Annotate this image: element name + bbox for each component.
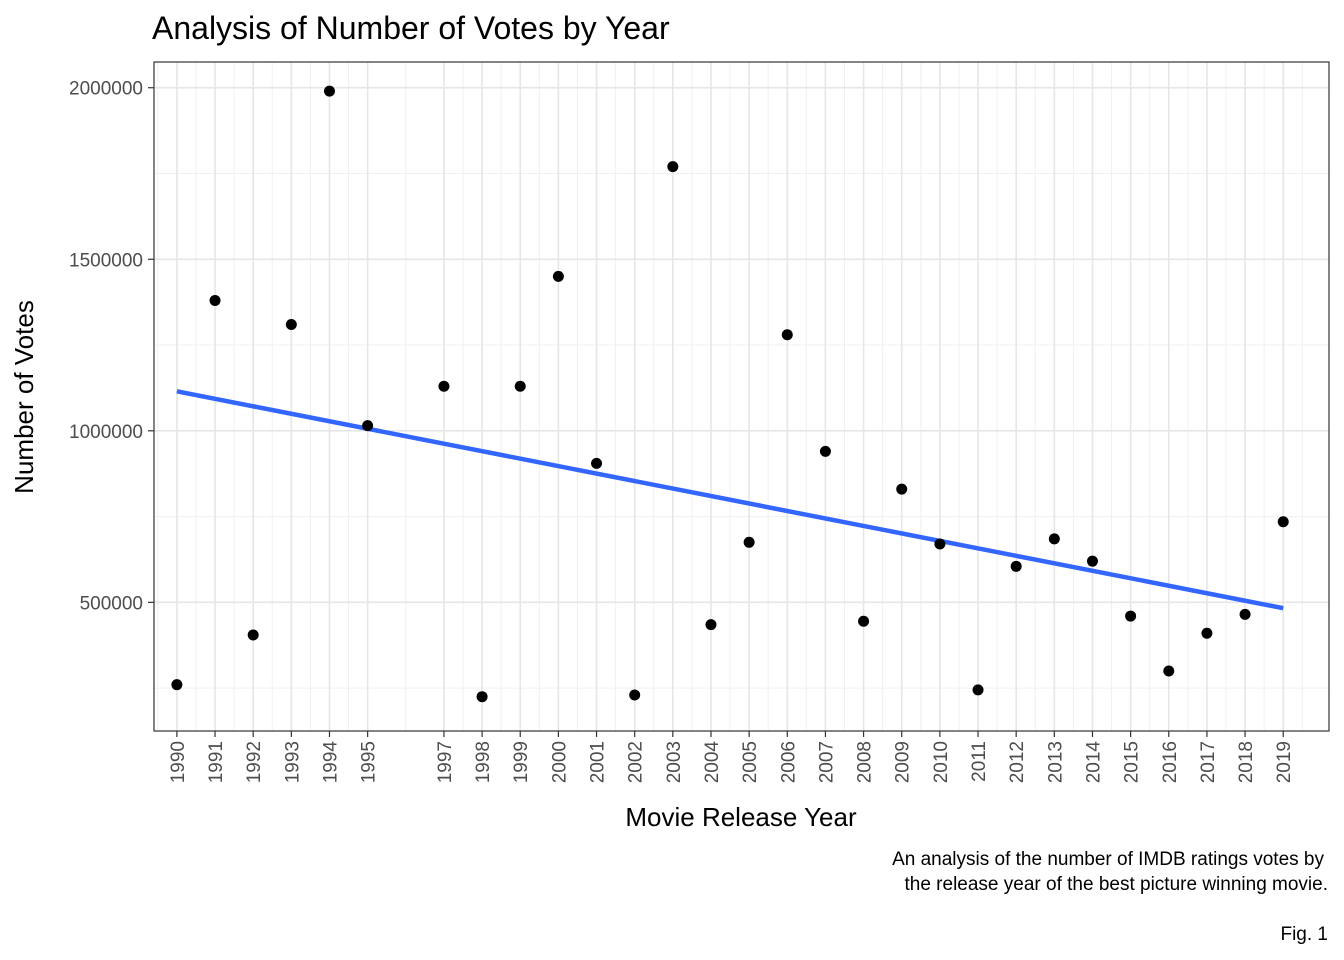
x-tick-label: 2013: [1045, 741, 1066, 783]
x-axis-title: Movie Release Year: [625, 802, 857, 832]
data-point: [1125, 610, 1137, 622]
x-tick-label: 1997: [435, 741, 456, 783]
x-tick-label: 2011: [969, 741, 990, 782]
x-tick-label: 1991: [206, 741, 227, 783]
y-axis: 500000 1000000 1500000 2000000: [69, 79, 154, 614]
x-tick-label: 2012: [1007, 741, 1028, 783]
data-point: [362, 420, 374, 432]
x-axis: 1990 1991 1992 1993 1994 1995 1997 1998 1999 2000…: [168, 731, 1295, 783]
x-tick-label: 1992: [244, 741, 265, 783]
data-point: [743, 536, 755, 548]
x-tick-label: 2002: [626, 741, 647, 783]
data-point: [934, 538, 946, 550]
data-point: [1010, 560, 1022, 572]
data-point: [476, 691, 488, 703]
x-tick-label: 1994: [320, 741, 341, 784]
x-tick-label: 2019: [1274, 741, 1295, 783]
x-tick-label: 2014: [1083, 741, 1104, 784]
x-tick-label: 2017: [1198, 741, 1219, 783]
y-tick-label: 2000000: [69, 79, 143, 100]
chart-title: Analysis of Number of Votes by Year: [152, 10, 670, 46]
x-tick-label: 2007: [816, 741, 837, 783]
figure-label: Fig. 1: [1280, 924, 1328, 945]
data-point: [514, 380, 526, 392]
data-point: [1048, 533, 1060, 545]
trend-line: [176, 389, 1284, 611]
x-tick-label: 1990: [168, 741, 189, 783]
data-point: [1086, 555, 1098, 567]
data-point: [781, 329, 793, 341]
data-point: [285, 318, 297, 330]
points-layer: [171, 85, 1289, 703]
x-tick-label: 2018: [1236, 741, 1257, 783]
x-tick-label: 2009: [893, 741, 914, 783]
x-tick-label: 1999: [511, 741, 532, 783]
x-tick-label: 1993: [282, 741, 303, 783]
data-point: [552, 270, 564, 282]
data-point: [972, 684, 984, 696]
data-point: [171, 679, 183, 691]
x-tick-label: 2016: [1160, 741, 1181, 783]
data-point: [819, 445, 831, 457]
y-axis-title: Number of Votes: [9, 300, 39, 494]
data-point: [1201, 627, 1213, 639]
x-tick-label: 2004: [702, 741, 723, 784]
data-point: [438, 380, 450, 392]
data-point: [247, 629, 259, 641]
data-point: [896, 483, 908, 495]
caption-line-2: the release year of the best picture win…: [904, 874, 1328, 895]
data-point: [1163, 665, 1175, 677]
x-tick-label: 1995: [359, 741, 380, 783]
x-tick-label: 2003: [664, 741, 685, 783]
caption-line-1: An analysis of the number of IMDB rating…: [892, 849, 1324, 870]
x-tick-label: 1998: [473, 741, 494, 783]
x-tick-label: 2001: [588, 741, 609, 783]
data-point: [705, 619, 717, 631]
data-point: [1239, 608, 1251, 620]
x-tick-label: 2008: [855, 741, 876, 783]
data-point: [323, 85, 335, 97]
data-point: [858, 615, 870, 627]
x-tick-label: 2010: [931, 741, 952, 783]
data-point: [629, 689, 641, 701]
y-tick-label: 1500000: [69, 250, 143, 271]
x-tick-label: 2015: [1122, 741, 1143, 783]
y-tick-label: 1000000: [69, 422, 143, 443]
trend-layer: [176, 389, 1284, 611]
data-point: [591, 457, 603, 469]
grid: [154, 62, 1329, 731]
plot-panel-border: [153, 61, 1330, 732]
x-tick-label: 2006: [778, 741, 799, 783]
x-tick-label: 2005: [740, 741, 761, 783]
data-point: [1277, 516, 1289, 528]
x-tick-label: 2000: [549, 741, 570, 783]
data-point: [667, 161, 679, 173]
y-tick-label: 500000: [80, 593, 143, 614]
data-point: [209, 294, 221, 306]
